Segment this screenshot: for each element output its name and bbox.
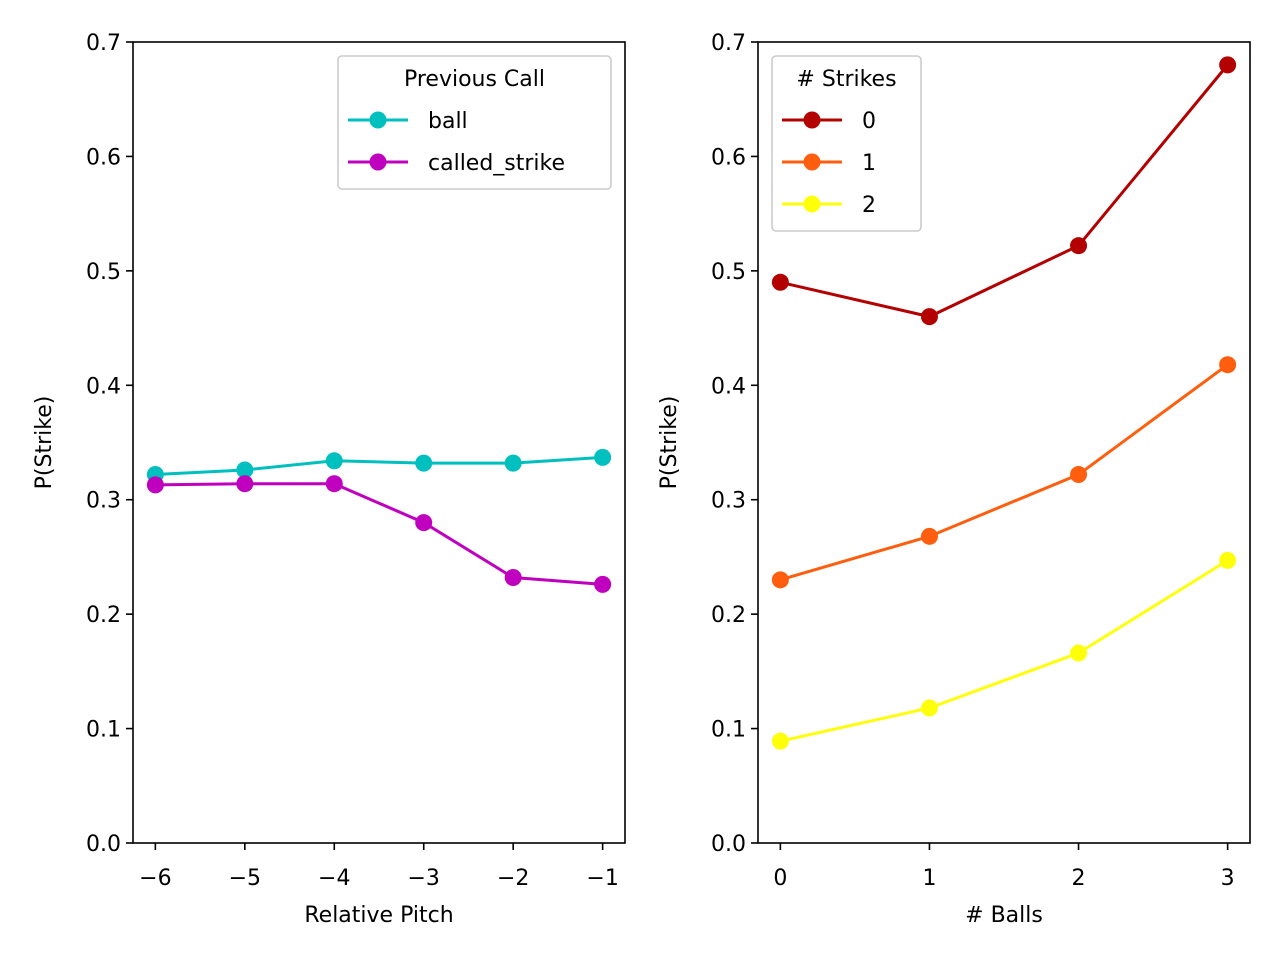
y-tick-label: 0.7 [86, 31, 121, 56]
x-tick-label: −6 [139, 866, 171, 891]
x-axis-label: # Balls [965, 903, 1043, 928]
y-axis-label: P(Strike) [657, 396, 682, 490]
data-point-2 [920, 699, 938, 717]
legend-marker [369, 153, 387, 171]
y-tick-label: 0.1 [711, 718, 746, 743]
legend-entry: 1 [862, 151, 876, 176]
series-line-0 [780, 63, 1229, 319]
data-point-called_strike [594, 575, 612, 593]
y-tick-label: 0.6 [86, 145, 121, 170]
x-tick-label: −4 [318, 866, 350, 891]
right-chart-panel: 0.0 0.1 0.2 0.3 0.4 0.5 0.6 0.7 0 1 2 3 # Balls P(Str… [657, 31, 1251, 928]
legend: # Strikes 0 1 2 [771, 55, 922, 232]
data-point-2 [771, 732, 789, 750]
legend-marker [803, 195, 821, 213]
data-point-1 [771, 571, 789, 589]
x-tick-label: 1 [922, 866, 936, 891]
data-point-0 [1070, 237, 1088, 255]
data-point-called_strike [325, 475, 343, 493]
legend-marker [369, 111, 387, 129]
x-tick-label: 0 [773, 866, 787, 891]
legend-entry: called_strike [428, 151, 565, 176]
data-point-0 [1219, 56, 1237, 74]
legend-title: Previous Call [404, 67, 545, 92]
plot-frame [132, 41, 626, 844]
data-point-1 [1219, 356, 1237, 374]
x-tick-label: −5 [229, 866, 261, 891]
legend-box [771, 55, 922, 232]
y-tick-label: 0.3 [86, 489, 121, 514]
plot-frame [757, 41, 1251, 844]
legend-marker [803, 153, 821, 171]
data-point-ball [236, 461, 254, 479]
x-tick-label: −3 [408, 866, 440, 891]
data-point-1 [1070, 466, 1088, 484]
data-point-0 [920, 308, 938, 326]
x-tick-label: −2 [497, 866, 529, 891]
y-tick-label: 0.7 [711, 31, 746, 56]
y-tick-label: 0.0 [86, 832, 121, 857]
x-tick-label: 2 [1072, 866, 1086, 891]
data-point-ball [415, 454, 433, 472]
data-point-0 [771, 273, 789, 291]
data-point-ball [594, 448, 612, 466]
legend-box [337, 55, 612, 190]
y-tick-label: 0.1 [86, 718, 121, 743]
series-line-called_strike [155, 482, 603, 586]
data-point-ball [325, 452, 343, 470]
x-tick-label: 3 [1221, 866, 1235, 891]
data-point-2 [1070, 644, 1088, 662]
y-tick-label: 0.0 [711, 832, 746, 857]
legend-entry: ball [428, 109, 468, 134]
y-tick-label: 0.3 [711, 489, 746, 514]
y-tick-label: 0.5 [711, 260, 746, 285]
data-point-called_strike [236, 475, 254, 493]
data-point-ball [504, 454, 522, 472]
legend-marker [803, 111, 821, 129]
legend-entry: 2 [862, 193, 876, 218]
legend: Previous Call ball called_strike [337, 55, 612, 190]
y-tick-label: 0.4 [711, 374, 746, 399]
data-point-called_strike [146, 476, 164, 494]
y-tick-label: 0.2 [86, 603, 121, 628]
y-tick-label: 0.6 [711, 145, 746, 170]
series-line-ball [155, 455, 603, 477]
series-line-1 [779, 363, 1229, 582]
x-tick-label: −1 [586, 866, 618, 891]
data-point-2 [1219, 551, 1237, 569]
left-chart-panel: 0.0 0.1 0.2 0.3 0.4 0.5 0.6 0.7 −6 −5 −4 −3 −2 −1 Rela… [32, 31, 626, 928]
y-tick-label: 0.5 [86, 260, 121, 285]
y-axis-label: P(Strike) [32, 396, 57, 490]
legend-title: # Strikes [796, 67, 896, 92]
y-tick-label: 0.2 [711, 603, 746, 628]
data-point-called_strike [415, 514, 433, 532]
x-axis-label: Relative Pitch [304, 903, 453, 928]
data-point-1 [920, 527, 938, 545]
series-line-2 [780, 559, 1229, 743]
data-point-called_strike [504, 569, 522, 587]
legend-entry: 0 [862, 109, 876, 134]
y-tick-label: 0.4 [86, 374, 121, 399]
